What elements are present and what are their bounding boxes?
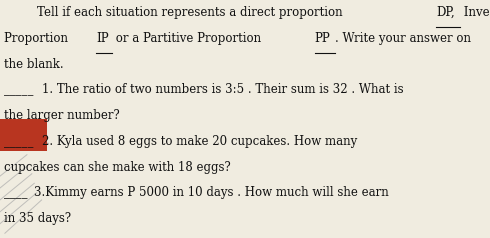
Text: Tell if each situation represents a direct proportion: Tell if each situation represents a dire… bbox=[37, 6, 346, 19]
Text: IP: IP bbox=[96, 32, 109, 45]
Bar bbox=[0, 119, 47, 151]
Text: _____: _____ bbox=[4, 135, 33, 148]
Text: _____: _____ bbox=[4, 83, 33, 96]
Text: in 35 days?: in 35 days? bbox=[4, 212, 71, 225]
Text: 2. Kyla used 8 eggs to make 20 cupcakes. How many: 2. Kyla used 8 eggs to make 20 cupcakes.… bbox=[42, 135, 357, 148]
Text: or a Partitive Proportion: or a Partitive Proportion bbox=[113, 32, 269, 45]
Text: Proportion: Proportion bbox=[4, 32, 75, 45]
Text: cupcakes can she make with 18 eggs?: cupcakes can she make with 18 eggs? bbox=[4, 161, 231, 174]
Text: the blank.: the blank. bbox=[4, 58, 64, 70]
Text: the larger number?: the larger number? bbox=[4, 109, 120, 122]
Text: . Write your answer on: . Write your answer on bbox=[335, 32, 471, 45]
Text: DP,: DP, bbox=[436, 6, 455, 19]
Text: 3.Kimmy earns P 5000 in 10 days . How much will she earn: 3.Kimmy earns P 5000 in 10 days . How mu… bbox=[34, 186, 389, 199]
Text: Inverse: Inverse bbox=[460, 6, 490, 19]
Text: PP: PP bbox=[315, 32, 330, 45]
Text: 1. The ratio of two numbers is 3:5 . Their sum is 32 . What is: 1. The ratio of two numbers is 3:5 . The… bbox=[42, 83, 403, 96]
Text: ____: ____ bbox=[4, 186, 27, 199]
